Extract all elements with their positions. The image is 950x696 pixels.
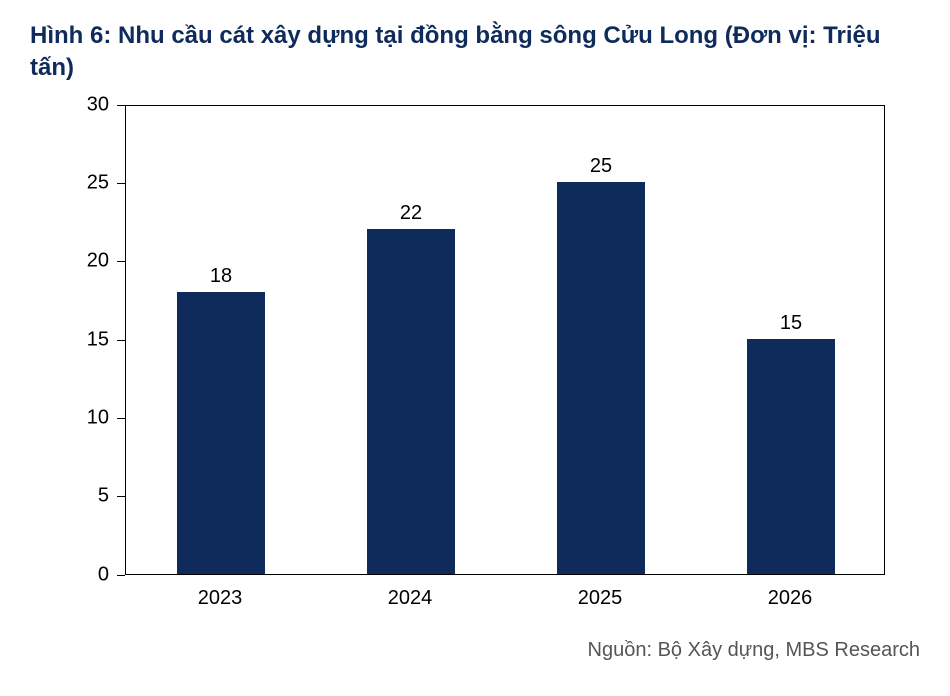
y-tick-label: 10	[45, 407, 109, 430]
y-tick-mark	[117, 261, 125, 262]
y-tick-label: 5	[45, 485, 109, 508]
bar-value-label: 22	[400, 202, 422, 225]
x-tick-label: 2026	[768, 587, 813, 610]
x-tick-label: 2023	[198, 587, 243, 610]
y-tick-label: 20	[45, 250, 109, 273]
y-tick-mark	[117, 418, 125, 419]
y-tick-label: 25	[45, 172, 109, 195]
y-tick-mark	[117, 340, 125, 341]
y-tick-mark	[117, 183, 125, 184]
figure-container: Hình 6: Nhu cầu cát xây dựng tại đồng bằ…	[0, 0, 950, 696]
x-tick-label: 2025	[578, 587, 623, 610]
y-tick-mark	[117, 496, 125, 497]
bar	[177, 292, 264, 574]
source-attribution: Nguồn: Bộ Xây dựng, MBS Research	[30, 639, 920, 662]
y-tick-label: 30	[45, 93, 109, 116]
bar	[747, 339, 834, 574]
y-tick-label: 0	[45, 563, 109, 586]
y-tick-label: 15	[45, 328, 109, 351]
y-tick-mark	[117, 105, 125, 106]
bar	[557, 182, 644, 574]
x-tick-label: 2024	[388, 587, 433, 610]
chart-title: Hình 6: Nhu cầu cát xây dựng tại đồng bằ…	[30, 20, 920, 85]
bar-value-label: 18	[210, 265, 232, 288]
chart-area: 18222515 0510152025302023202420252026	[45, 105, 905, 625]
bar-value-label: 15	[780, 312, 802, 335]
plot-region: 18 22 25 15	[125, 105, 885, 575]
bar	[367, 229, 454, 574]
bar-value-label: 25	[590, 155, 612, 178]
y-tick-mark	[117, 575, 125, 576]
